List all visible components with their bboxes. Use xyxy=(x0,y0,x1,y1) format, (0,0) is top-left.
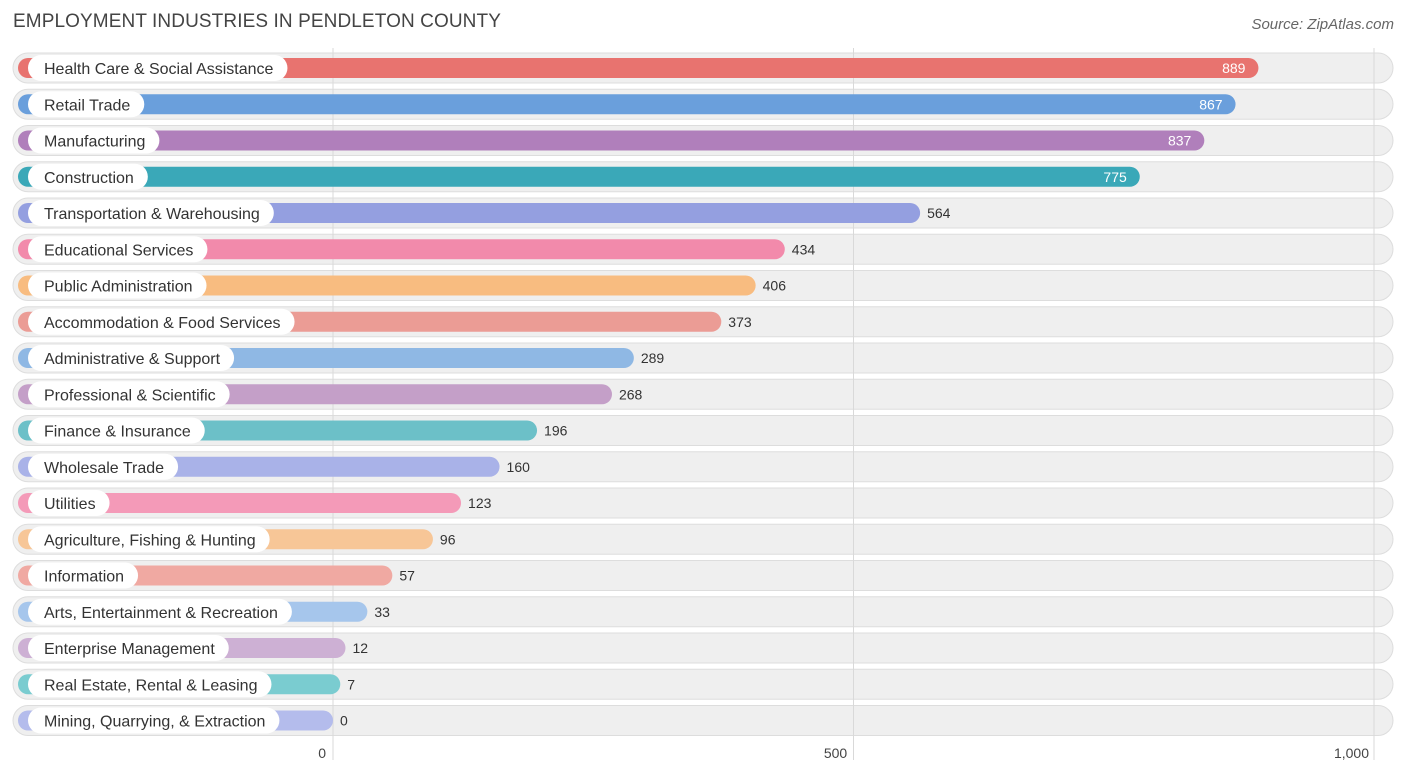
category-label-pill xyxy=(28,200,274,226)
category-label: Finance & Insurance xyxy=(44,424,191,441)
row-background xyxy=(12,668,1394,700)
chart-source: Source: ZipAtlas.com xyxy=(1251,16,1394,33)
category-label-pill xyxy=(28,598,292,625)
bar-row: Wholesale Trade 160 xyxy=(18,453,531,480)
category-label-pill xyxy=(28,635,229,661)
category-label: Agriculture, Fishing & Hunting xyxy=(44,532,256,549)
category-label: Mining, Quarrying, & Extraction xyxy=(44,714,265,731)
value-label: 0 xyxy=(340,713,348,729)
chart-title: EMPLOYMENT INDUSTRIES IN PENDLETON COUNT… xyxy=(13,11,501,32)
category-label: Administrative & Support xyxy=(44,351,221,368)
category-label: Educational Services xyxy=(44,242,193,259)
value-label: 268 xyxy=(619,386,643,402)
x-axis-ticks: 0 500 1,000 xyxy=(318,745,1369,761)
value-label: 12 xyxy=(352,640,368,656)
bar-row: Enterprise Management 12 xyxy=(18,635,368,661)
bar-row: Utilities 123 xyxy=(18,490,492,516)
category-label-pill xyxy=(28,671,272,698)
bar-row: Arts, Entertainment & Recreation 33 xyxy=(18,598,390,625)
category-label-pill xyxy=(28,417,205,444)
bar-row: Finance & Insurance 196 xyxy=(18,417,568,444)
category-label-pill xyxy=(28,91,145,118)
bar-row: Administrative & Support 289 xyxy=(18,345,664,371)
value-label: 406 xyxy=(763,278,787,294)
category-label-pill xyxy=(28,490,110,516)
bar-row: Agriculture, Fishing & Hunting 96 xyxy=(18,526,456,553)
category-label: Wholesale Trade xyxy=(44,460,164,477)
category-label: Professional & Scientific xyxy=(44,387,216,404)
x-tick-label: 500 xyxy=(824,745,848,761)
row-background xyxy=(12,705,1394,736)
bar-row: Transportation & Warehousing 564 xyxy=(18,200,951,226)
category-label: Construction xyxy=(44,170,134,187)
value-label: 867 xyxy=(1199,96,1223,112)
category-label: Retail Trade xyxy=(44,97,130,114)
value-label: 775 xyxy=(1103,169,1127,185)
value-label: 7 xyxy=(347,676,355,692)
category-label: Arts, Entertainment & Recreation xyxy=(44,605,278,622)
bar xyxy=(18,239,785,260)
category-label-pill xyxy=(28,526,270,553)
category-label-pill xyxy=(28,163,148,190)
bar xyxy=(18,166,1140,187)
category-label: Health Care & Social Assistance xyxy=(44,61,274,78)
category-label: Accommodation & Food Services xyxy=(44,315,281,332)
value-label: 564 xyxy=(927,205,951,221)
category-label: Public Administration xyxy=(44,279,193,296)
category-label-pill xyxy=(28,453,179,480)
category-label-pill xyxy=(28,55,288,81)
x-tick-label: 1,000 xyxy=(1334,745,1369,761)
value-label: 889 xyxy=(1222,60,1246,76)
category-label: Enterprise Management xyxy=(44,641,215,658)
bar xyxy=(18,130,1205,151)
category-label-pill xyxy=(28,272,207,299)
value-label: 160 xyxy=(507,459,531,475)
value-label: 196 xyxy=(544,423,568,439)
category-label-pill xyxy=(28,562,139,589)
category-label: Real Estate, Rental & Leasing xyxy=(44,677,257,694)
value-label: 434 xyxy=(792,241,816,257)
bar-row: Mining, Quarrying, & Extraction 0 xyxy=(18,707,348,734)
category-label-pill xyxy=(28,236,208,263)
category-label: Manufacturing xyxy=(44,134,145,151)
value-label: 123 xyxy=(468,495,492,511)
category-label: Information xyxy=(44,569,124,586)
bar-row: Health Care & Social Assistance 889 xyxy=(18,55,1259,81)
category-label-pill xyxy=(28,381,230,408)
category-label-pill xyxy=(28,707,280,734)
category-label: Utilities xyxy=(44,496,96,513)
value-label: 33 xyxy=(374,604,390,620)
category-label-pill xyxy=(28,345,235,371)
bar-row: Retail Trade 867 xyxy=(18,91,1236,118)
bar-row: Educational Services 434 xyxy=(18,236,816,263)
value-label: 96 xyxy=(440,531,456,547)
category-label-pill xyxy=(28,308,295,335)
bar-row: Professional & Scientific 268 xyxy=(18,381,643,408)
value-label: 837 xyxy=(1168,133,1192,149)
bar-row: Real Estate, Rental & Leasing 7 xyxy=(18,671,355,698)
bar-row: Accommodation & Food Services 373 xyxy=(18,308,752,335)
bar-row: Public Administration 406 xyxy=(18,272,787,299)
bar-row: Information 57 xyxy=(18,562,415,589)
bar xyxy=(18,493,462,513)
value-label: 373 xyxy=(728,314,752,330)
category-label-pill xyxy=(28,127,160,154)
value-label: 57 xyxy=(399,568,415,584)
row-background xyxy=(12,632,1394,664)
bar xyxy=(18,58,1259,78)
value-label: 289 xyxy=(641,350,665,366)
category-label: Transportation & Warehousing xyxy=(44,206,260,223)
bar-row: Manufacturing 837 xyxy=(18,127,1205,154)
bar xyxy=(18,94,1236,115)
bar-row: Construction 775 xyxy=(18,163,1140,190)
bars: Health Care & Social Assistance 889 Retail… xyxy=(18,55,1259,734)
x-tick-label: 0 xyxy=(318,745,326,761)
